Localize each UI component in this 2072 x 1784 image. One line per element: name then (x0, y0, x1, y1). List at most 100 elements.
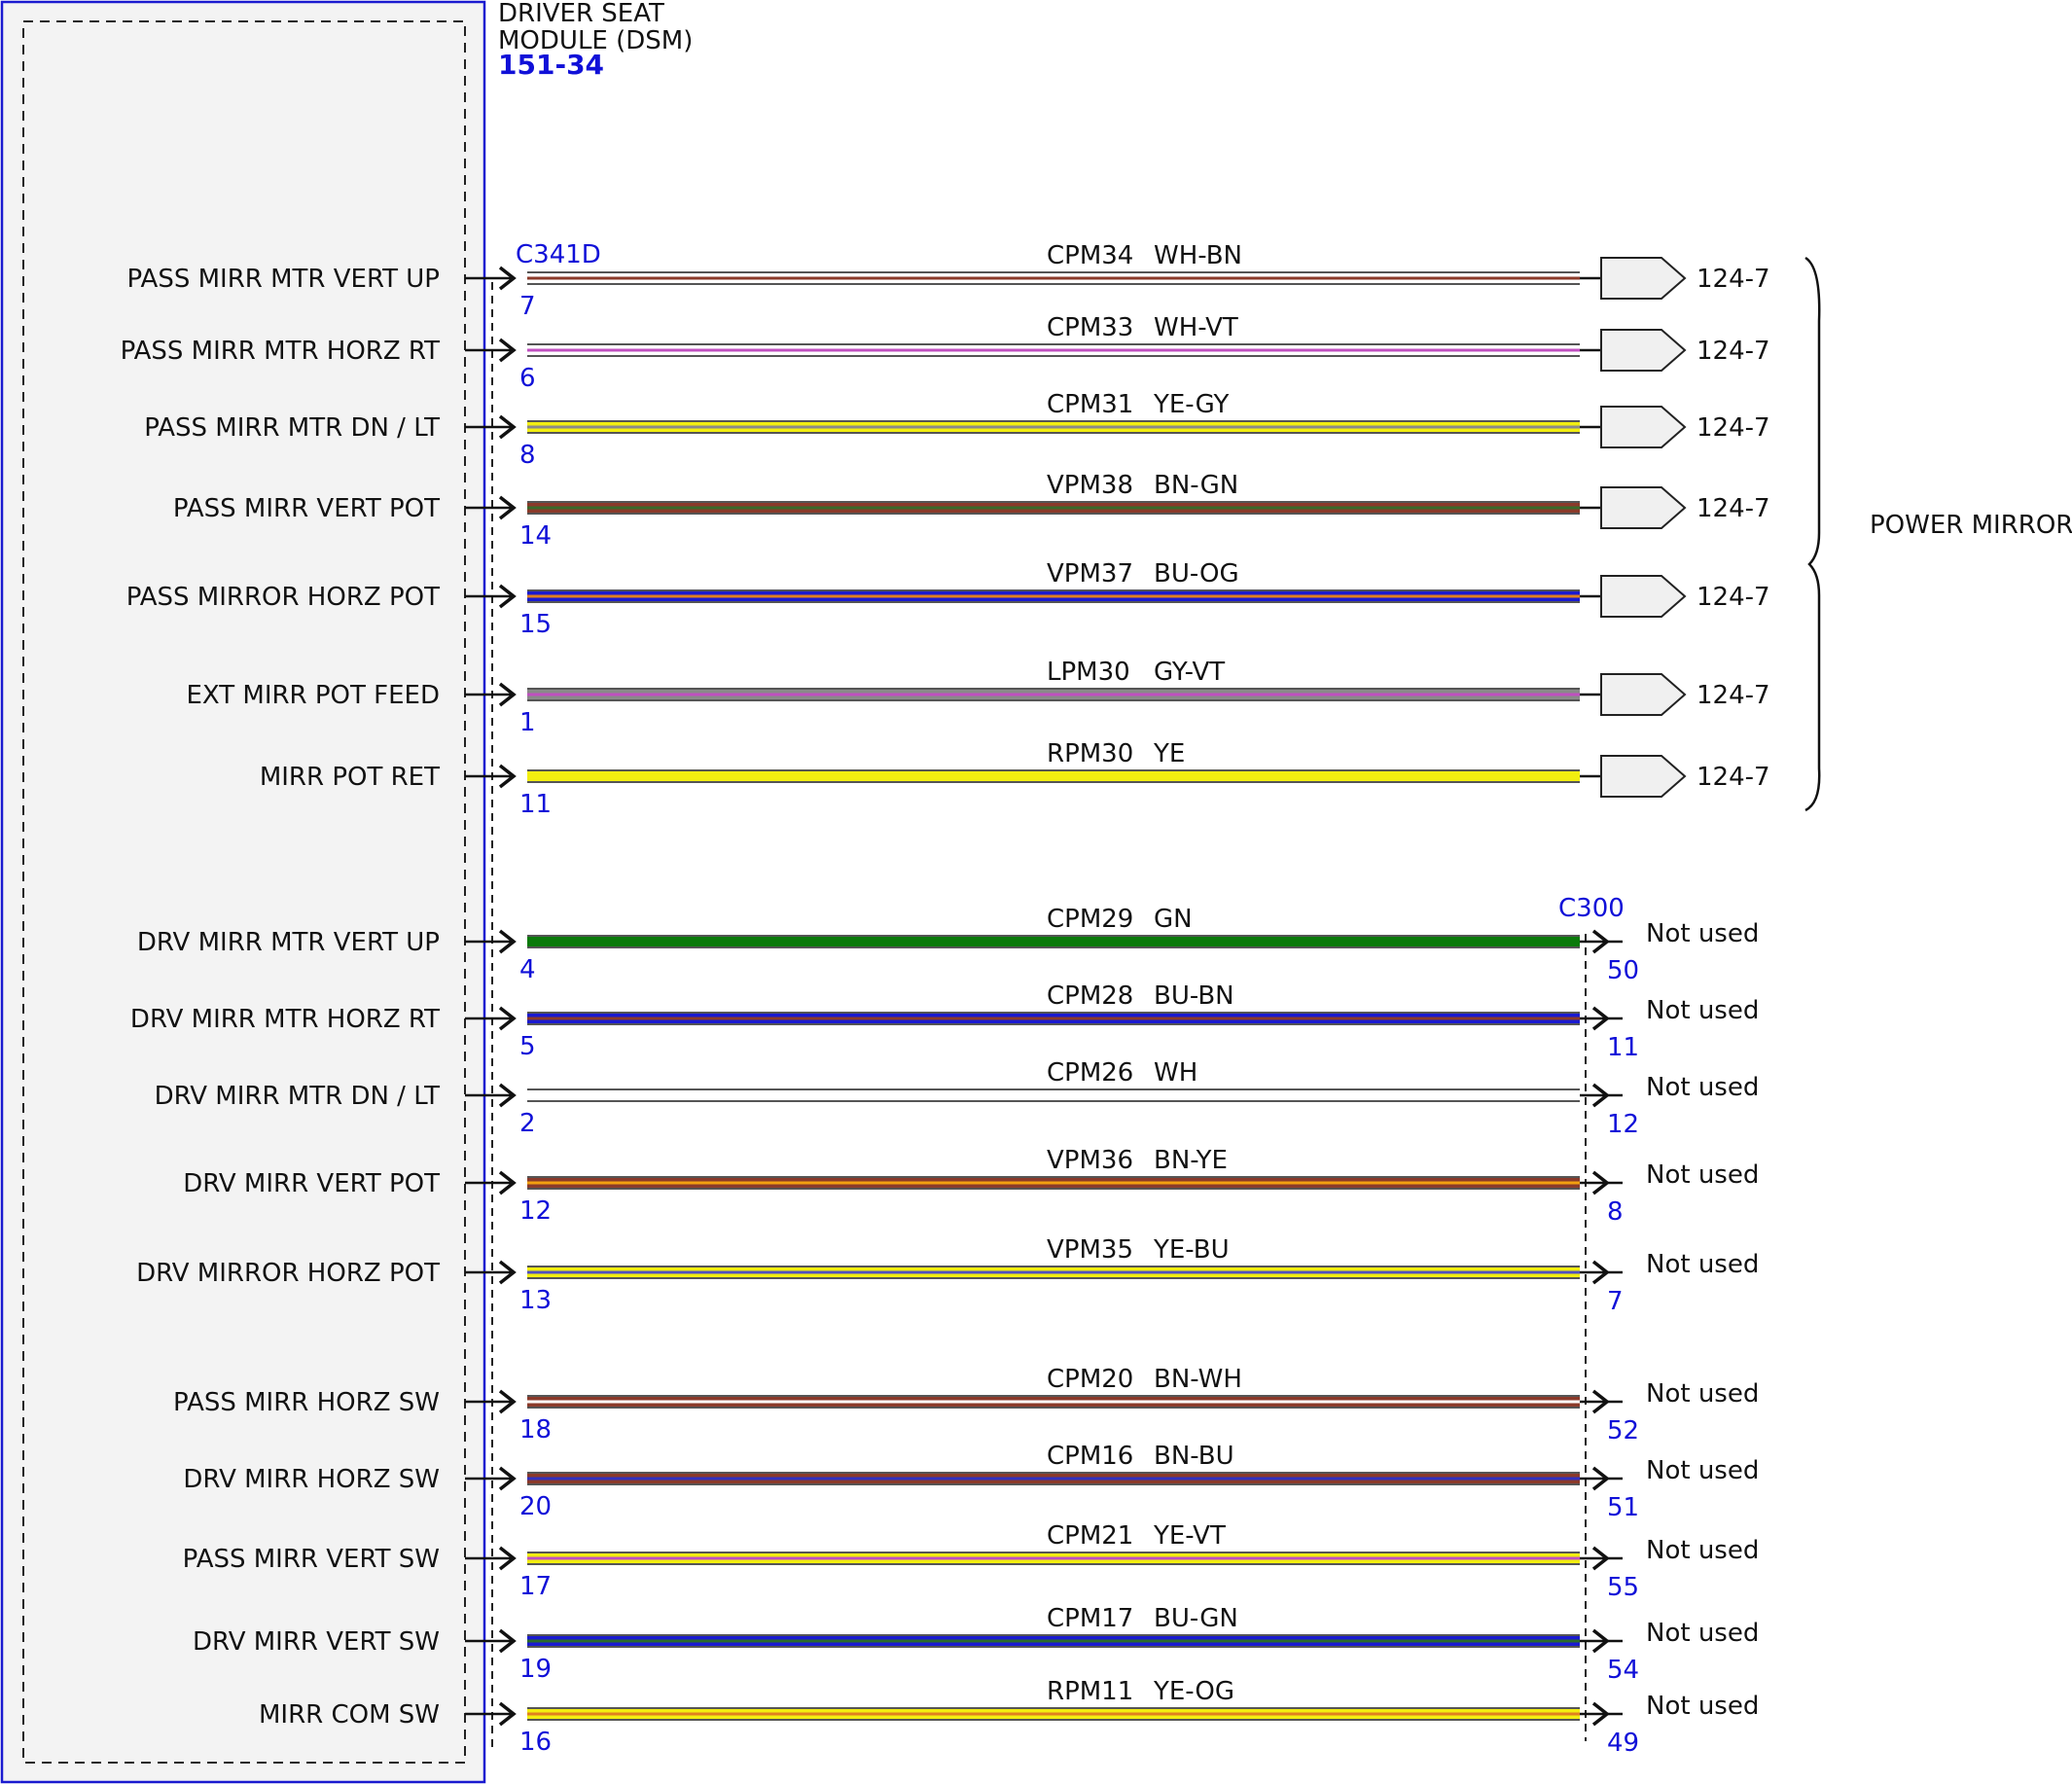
pin-number: 17 (519, 1572, 552, 1601)
pin-arrow-icon (498, 1546, 517, 1571)
pin-number: 1 (519, 708, 536, 737)
connector-c300-label: C300 (1558, 894, 1625, 923)
dest-status: Not used (1646, 1692, 1759, 1721)
far-pin-number: 54 (1607, 1656, 1639, 1685)
dest-reference: 124-7 (1697, 681, 1770, 710)
module-name-line2: MODULE (DSM) (498, 26, 693, 55)
offpage-connector-icon (1600, 486, 1687, 529)
signal-label: PASS MIRR MTR DN / LT (144, 413, 440, 443)
wire-color-code: BU-GN (1154, 1604, 1238, 1633)
offpage-connector-icon (1600, 406, 1687, 448)
signal-label: MIRR COM SW (259, 1700, 440, 1730)
power-mirrors-brace (1804, 256, 1821, 812)
dest-status: Not used (1646, 1456, 1759, 1485)
pin-arrow-icon (498, 1701, 517, 1727)
wire-color-code: WH-BN (1154, 241, 1242, 270)
pin-arrow-icon (498, 584, 517, 609)
pin-number: 15 (519, 610, 552, 639)
wire-stripe (527, 1556, 1580, 1560)
pin-number: 7 (519, 292, 536, 321)
far-pin-number: 52 (1607, 1416, 1639, 1445)
wire-stripe (527, 1477, 1580, 1481)
circuit-row: PASS MIRR MTR VERT UP CPM34 WH-BN 7 124-7 (127, 241, 1770, 321)
wire-color-code: YE-GY (1153, 390, 1229, 419)
signal-label: PASS MIRR MTR VERT UP (127, 265, 440, 294)
signal-label: PASS MIRROR HORZ POT (126, 583, 440, 612)
pin-number: 2 (519, 1109, 536, 1138)
offpage-connector-icon (1600, 755, 1687, 798)
dest-reference: 124-7 (1697, 413, 1770, 443)
pin-arrow-icon (498, 266, 517, 291)
far-pin-number: 50 (1607, 956, 1639, 985)
pin-arrow-icon (498, 764, 517, 789)
wire-color-code: GY-VT (1154, 658, 1225, 687)
circuit-id: CPM20 (1047, 1365, 1133, 1394)
circuit-id: RPM11 (1047, 1677, 1133, 1706)
circuit-row: MIRR POT RET RPM30 YE 11 124-7 (260, 739, 1770, 819)
pin-number: 16 (519, 1728, 552, 1757)
offpage-connector-icon (1600, 575, 1687, 618)
connector-c341d-label: C341D (516, 240, 601, 269)
wire-color-code: BN-GN (1154, 471, 1238, 500)
wire-stripe (527, 940, 1580, 944)
dest-status: Not used (1646, 919, 1759, 948)
dest-status: Not used (1646, 1619, 1759, 1648)
wire-stripe (527, 276, 1580, 280)
far-pin-number: 7 (1607, 1287, 1624, 1316)
wire-color-code: GN (1154, 905, 1193, 934)
far-pin-number: 12 (1607, 1110, 1639, 1139)
far-pin-number: 8 (1607, 1197, 1624, 1227)
circuit-row: PASS MIRROR HORZ POT VPM37 BU-OG 15 124-7 (126, 559, 1770, 639)
circuit-id: LPM30 (1047, 658, 1130, 687)
far-pin-number: 51 (1607, 1493, 1639, 1522)
pin-arrow-icon (498, 1083, 517, 1108)
wire-stripe (527, 594, 1580, 598)
wire-stripe (527, 1093, 1580, 1097)
circuit-id: RPM30 (1047, 739, 1133, 768)
pin-number: 5 (519, 1032, 536, 1061)
dest-status: Not used (1646, 1536, 1759, 1565)
wire-color-code: YE (1153, 739, 1185, 768)
circuit-row: DRV MIRROR HORZ POT VPM35 YE-BU 13 7 Not used (136, 1235, 1759, 1316)
signal-label: DRV MIRR MTR HORZ RT (130, 1005, 440, 1034)
signal-label: PASS MIRR MTR HORZ RT (121, 337, 441, 366)
pin-number: 19 (519, 1655, 552, 1684)
wire-stripe (527, 693, 1580, 696)
far-pin-arrow-icon (1591, 1466, 1610, 1491)
dest-status: Not used (1646, 1250, 1759, 1279)
circuit-id: CPM17 (1047, 1604, 1133, 1633)
pin-number: 20 (519, 1492, 552, 1521)
signal-label: EXT MIRR POT FEED (186, 681, 440, 710)
circuit-id: CPM31 (1047, 390, 1133, 419)
dest-reference: 124-7 (1697, 337, 1770, 366)
wire-stripe (527, 1181, 1580, 1185)
wire-color-code: BU-BN (1154, 981, 1234, 1011)
offpage-connector-icon (1600, 257, 1687, 300)
pin-number: 8 (519, 441, 536, 470)
dest-reference: 124-7 (1697, 494, 1770, 523)
signal-label: DRV MIRR HORZ SW (183, 1465, 440, 1494)
dest-status: Not used (1646, 1160, 1759, 1190)
far-pin-arrow-icon (1591, 1546, 1610, 1571)
circuit-id: CPM34 (1047, 241, 1133, 270)
pin-arrow-icon (498, 1170, 517, 1195)
circuit-rows: PASS MIRR MTR VERT UP CPM34 WH-BN 7 124-7 PAS… (121, 241, 1770, 1758)
pin-number: 18 (519, 1415, 552, 1445)
wire-color-code: WH-VT (1154, 313, 1238, 342)
pin-number: 6 (519, 364, 536, 393)
module-body (0, 0, 486, 1784)
circuit-id: CPM21 (1047, 1521, 1133, 1551)
circuit-id: VPM35 (1047, 1235, 1133, 1265)
circuit-id: CPM16 (1047, 1442, 1133, 1471)
wire-stripe (527, 425, 1580, 429)
circuit-id: CPM33 (1047, 313, 1133, 342)
wire-stripe (527, 1270, 1580, 1274)
signal-label: DRV MIRR MTR VERT UP (137, 928, 440, 957)
circuit-id: VPM38 (1047, 471, 1133, 500)
wire-color-code: BN-BU (1154, 1442, 1234, 1471)
far-pin-arrow-icon (1591, 1628, 1610, 1654)
